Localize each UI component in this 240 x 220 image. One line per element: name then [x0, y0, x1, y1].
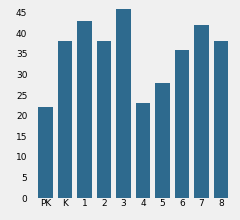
Bar	[155, 83, 170, 198]
Bar	[97, 42, 111, 198]
Bar	[58, 42, 72, 198]
Bar	[38, 107, 53, 198]
Bar	[214, 42, 228, 198]
Bar	[174, 50, 189, 198]
Bar	[136, 103, 150, 198]
Bar	[77, 21, 92, 198]
Bar	[116, 9, 131, 198]
Bar	[194, 25, 209, 198]
